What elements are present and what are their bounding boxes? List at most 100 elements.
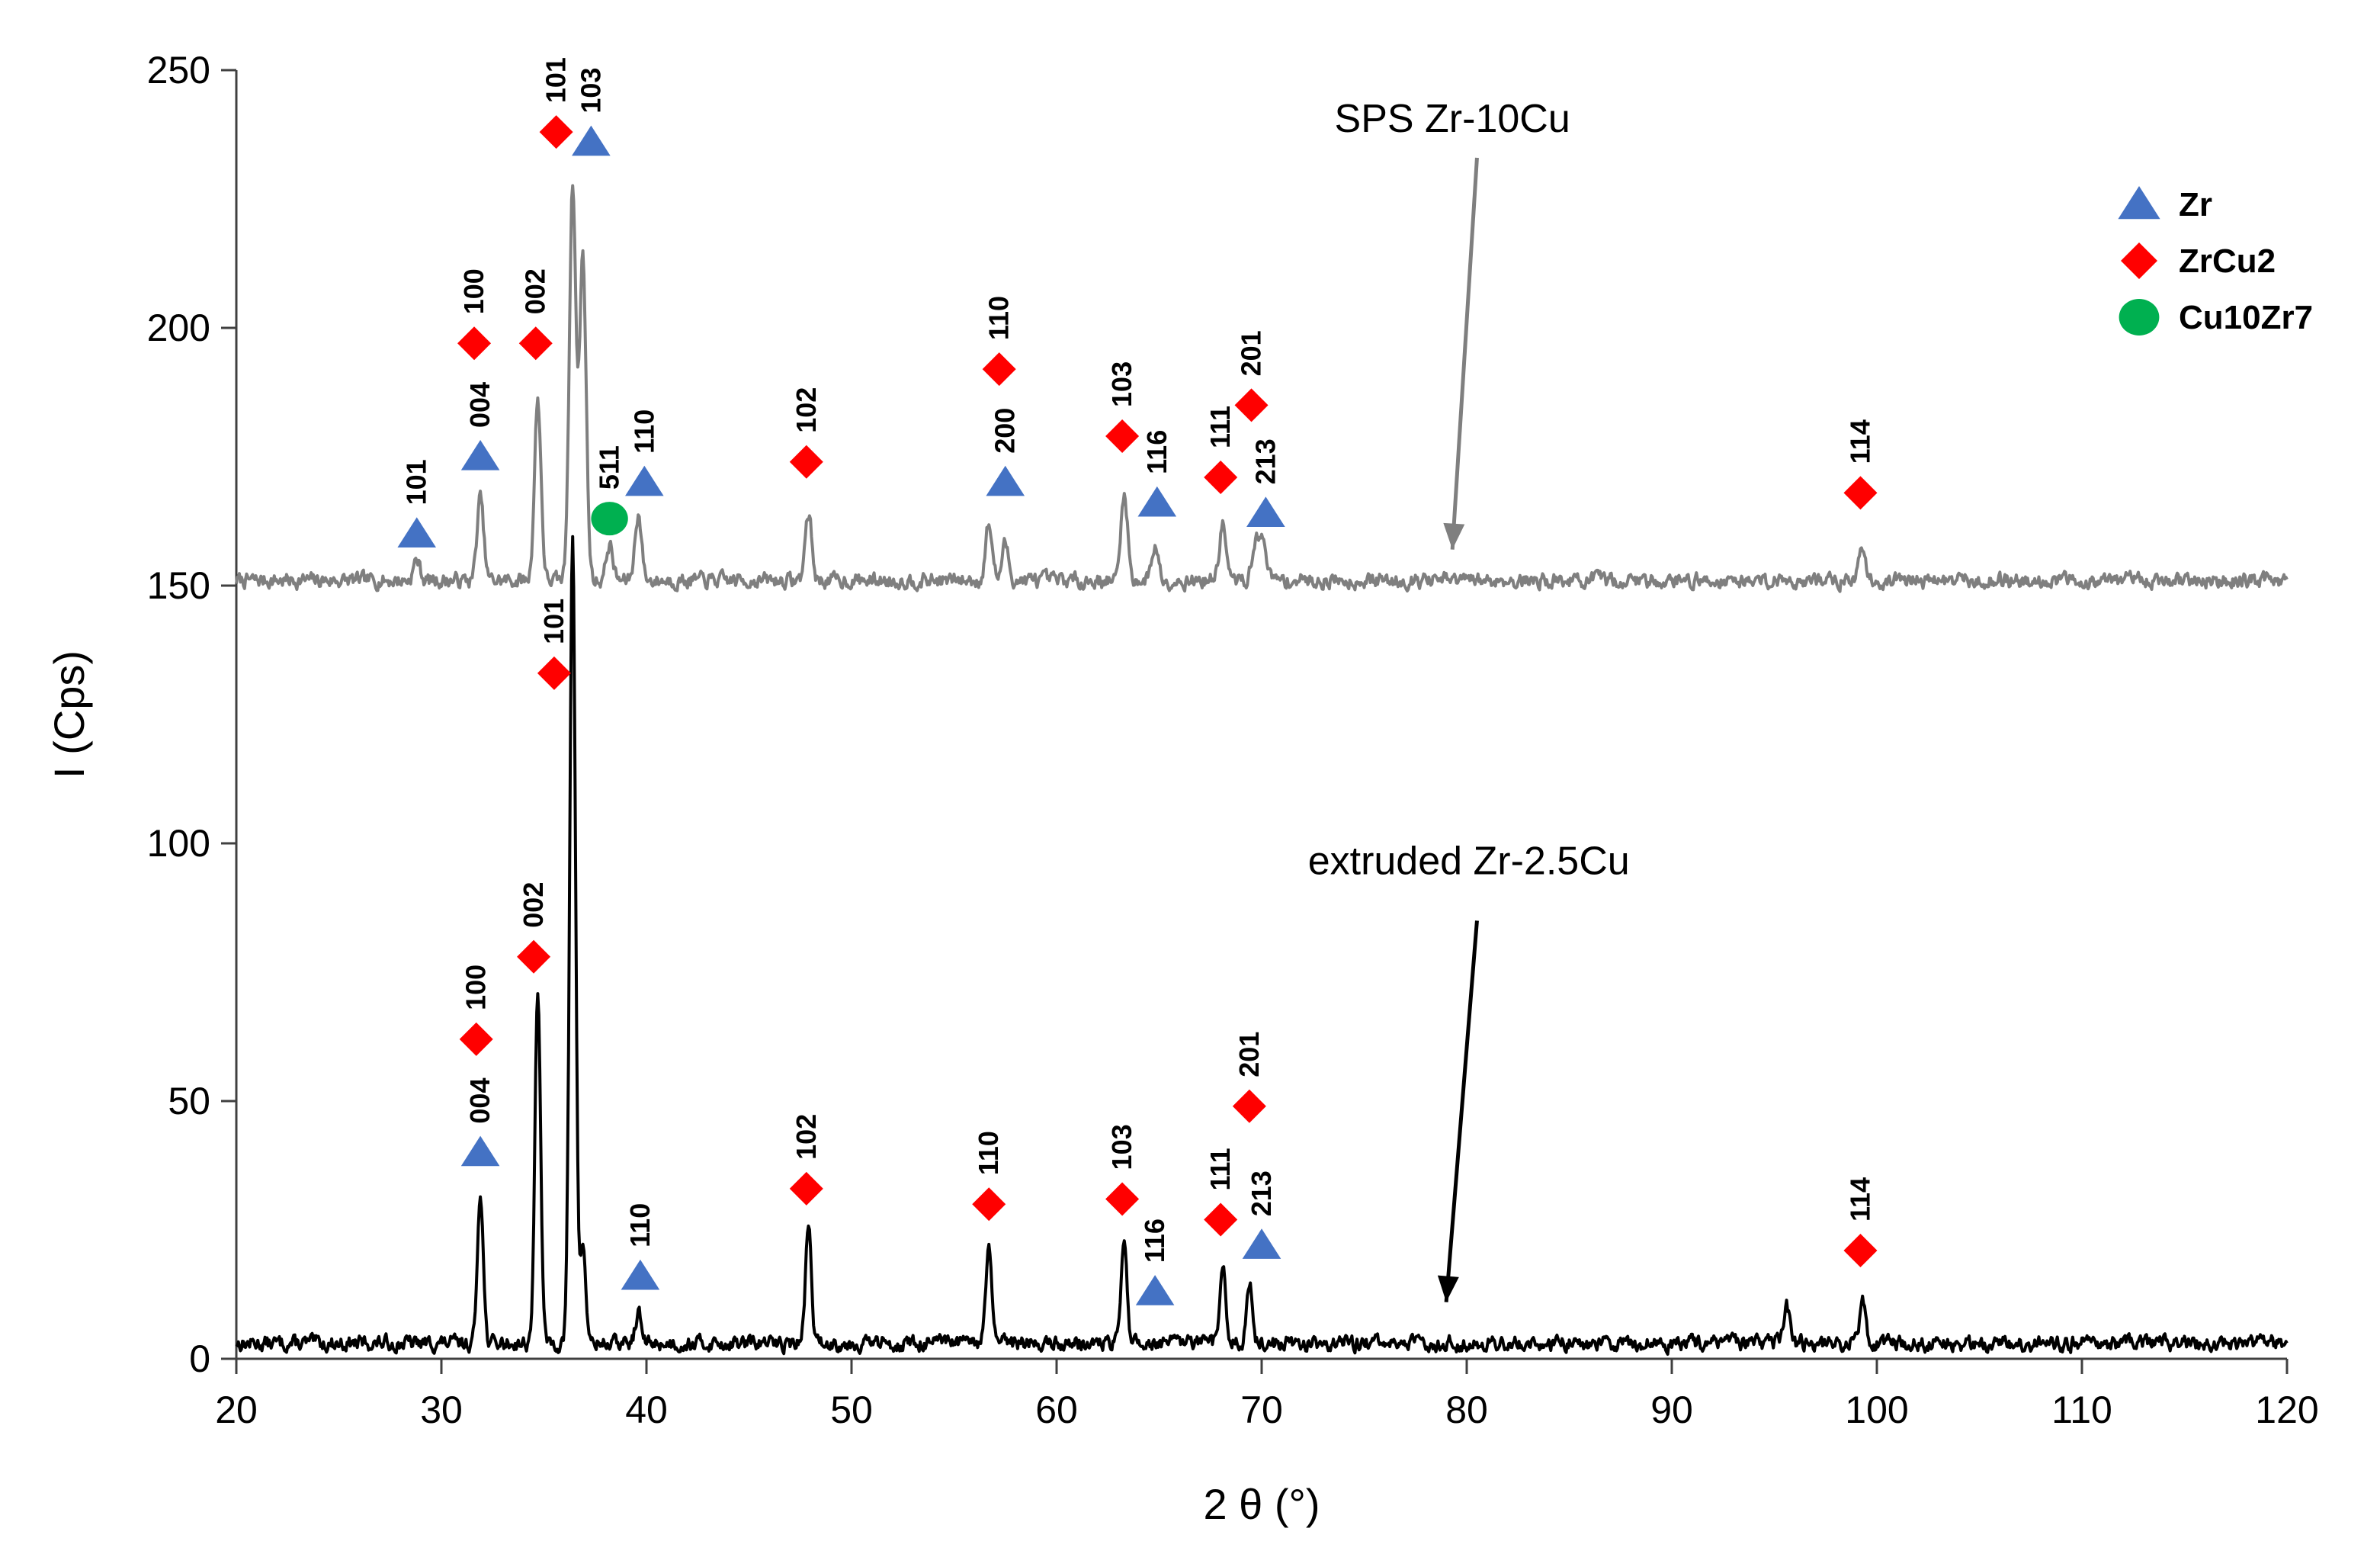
hkl-label: 213	[1246, 1170, 1277, 1216]
annotation-arrow-line	[1444, 920, 1479, 1302]
hkl-label: 102	[791, 387, 822, 433]
cu10zr7-marker	[591, 502, 628, 536]
hkl-label: 111	[1204, 406, 1236, 448]
zrcu2-marker	[1843, 1234, 1878, 1268]
hkl-label: 100	[458, 268, 489, 314]
x-tick-label: 50	[830, 1389, 873, 1431]
zrcu2-marker	[517, 939, 551, 974]
zrcu2-marker	[789, 1171, 823, 1206]
y-tick-label: 150	[147, 564, 210, 607]
hkl-label: 511	[594, 445, 625, 490]
annotation-label: SPS Zr-10Cu	[1335, 97, 1570, 141]
zr-marker	[1246, 496, 1285, 527]
hkl-label: 004	[464, 382, 496, 428]
annotation-label: extruded Zr-2.5Cu	[1308, 840, 1630, 884]
y-tick-label: 50	[168, 1080, 210, 1122]
legend: Zr ZrCu2 Cu10Zr7	[2118, 186, 2313, 336]
hkl-label: 002	[518, 882, 549, 928]
legend-label-zrcu2: ZrCu2	[2179, 242, 2276, 280]
zrcu2-marker	[539, 115, 573, 149]
zrcu2-marker	[537, 656, 571, 690]
x-tick-label: 100	[1845, 1389, 1908, 1431]
legend-zr-triangle-icon	[2118, 186, 2160, 220]
series-group	[235, 184, 2289, 1356]
hkl-label: 114	[1844, 1177, 1875, 1222]
zr-marker	[621, 1259, 660, 1290]
zrcu2-marker	[1105, 1182, 1140, 1216]
hkl-label: 002	[520, 268, 551, 314]
hkl-label: 116	[1141, 430, 1172, 474]
legend-zrcu2-diamond-icon	[2121, 242, 2157, 279]
zrcu2-marker	[789, 445, 823, 479]
hkl-label: 200	[990, 408, 1021, 454]
legend-label-cu10zr7: Cu10Zr7	[2179, 299, 2313, 336]
hkl-label: 116	[1139, 1218, 1170, 1263]
hkl-label: 114	[1844, 419, 1875, 464]
zr-marker	[625, 465, 664, 496]
hkl-label: 103	[575, 68, 606, 114]
hkl-label: 102	[791, 1114, 822, 1160]
zr-marker	[572, 125, 611, 156]
hkl-label: 101	[540, 57, 572, 103]
zrcu2-marker	[459, 1022, 493, 1056]
x-tick-label: 70	[1240, 1389, 1283, 1431]
legend-label-zr: Zr	[2179, 186, 2212, 223]
x-tick-label: 20	[215, 1389, 258, 1431]
hkl-label: 101	[538, 599, 569, 644]
x-tick-label: 60	[1035, 1389, 1078, 1431]
zrcu2-marker	[518, 326, 553, 361]
zr-marker	[1137, 486, 1177, 517]
hkl-label: 110	[983, 296, 1015, 340]
zr-marker	[1242, 1228, 1281, 1259]
zr-marker	[460, 1135, 500, 1167]
zrcu2-marker	[1232, 1089, 1266, 1123]
hkl-label: 101	[401, 459, 432, 505]
annotation-arrowhead	[1437, 1275, 1459, 1302]
annotation-arrowhead	[1443, 522, 1465, 550]
y-tick-label: 200	[147, 307, 210, 349]
x-tick-label: 80	[1445, 1389, 1488, 1431]
zr-marker	[460, 440, 500, 470]
hkl-label: 110	[628, 409, 659, 454]
annotation-arrow-line	[1450, 157, 1479, 550]
x-tick-label: 120	[2255, 1389, 2318, 1431]
zrcu2-marker	[1204, 1202, 1238, 1237]
x-tick-label: 40	[625, 1389, 668, 1431]
legend-cu10zr7-circle-icon	[2119, 299, 2160, 336]
y-tick-label: 100	[147, 822, 210, 865]
hkl-label: 103	[1106, 361, 1137, 407]
y-tick-label: 0	[189, 1337, 210, 1380]
x-axis-title: 2 θ (°)	[1203, 1480, 1320, 1528]
x-tick-label: 30	[420, 1389, 463, 1431]
series-line-extruded-zr-2-5cu	[235, 535, 2289, 1356]
zrcu2-marker	[457, 326, 492, 361]
zr-marker	[397, 517, 437, 547]
annotations-group: SPS Zr-10Cu extruded Zr-2.5Cu	[1308, 97, 1630, 1302]
zrcu2-marker	[1234, 388, 1269, 422]
hkl-label: 110	[624, 1203, 656, 1247]
zrcu2-marker	[982, 352, 1016, 387]
hkl-label: 103	[1106, 1124, 1137, 1170]
axes-group: 0 50 100 150 200 250 20 30 40 50 60 70 80 90 100 110 120…	[45, 49, 2319, 1528]
hkl-label: 111	[1204, 1148, 1236, 1190]
y-axis-title: I (Cps)	[45, 650, 93, 779]
hkl-label: 004	[464, 1078, 496, 1124]
x-tick-label: 90	[1650, 1389, 1693, 1431]
hkl-label: 100	[460, 965, 492, 1010]
zrcu2-marker	[972, 1187, 1006, 1222]
zr-marker	[1135, 1275, 1175, 1305]
x-tick-label: 110	[2051, 1389, 2112, 1431]
hkl-label: 110	[973, 1131, 1004, 1175]
series-line-sps-zr-10cu	[235, 184, 2289, 593]
hkl-label: 201	[1233, 1032, 1265, 1077]
y-tick-label: 250	[147, 49, 210, 92]
zrcu2-marker	[1204, 461, 1238, 495]
zrcu2-marker	[1843, 476, 1878, 510]
zr-marker	[986, 465, 1025, 496]
zrcu2-marker	[1105, 419, 1140, 453]
hkl-label: 201	[1236, 330, 1267, 376]
